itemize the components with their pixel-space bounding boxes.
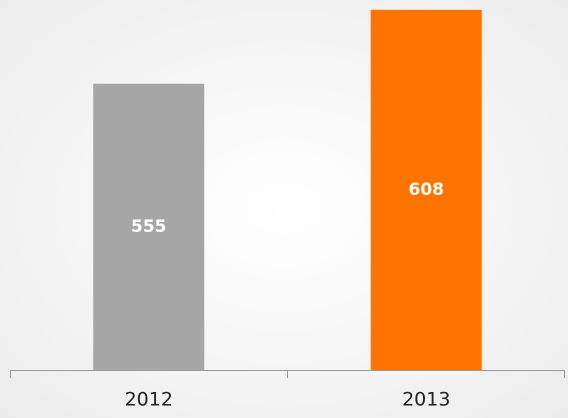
bar xyxy=(370,9,482,370)
bar xyxy=(93,83,205,370)
value-label: 555 xyxy=(131,217,167,237)
value-label: 608 xyxy=(409,180,445,200)
x-tick-label: 2012 xyxy=(125,389,173,411)
x-tick-label: 2013 xyxy=(402,389,450,411)
